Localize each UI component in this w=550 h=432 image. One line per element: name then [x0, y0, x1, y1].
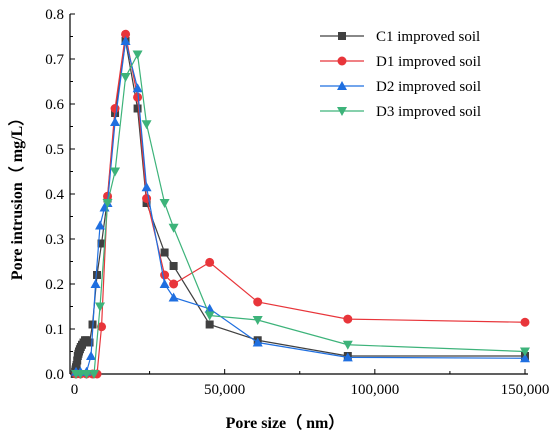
data-point	[120, 36, 131, 45]
legend-label: C1 improved soil	[376, 29, 480, 45]
series-4	[71, 50, 530, 379]
data-point	[85, 338, 94, 347]
data-point	[252, 337, 263, 347]
data-point	[132, 83, 143, 93]
legend-marker	[338, 32, 346, 40]
data-point	[520, 317, 530, 327]
x-tick-label: 50,000	[204, 382, 245, 398]
x-tick-label: 0	[71, 382, 79, 398]
data-point	[141, 182, 152, 192]
data-point	[168, 292, 179, 302]
data-point	[169, 262, 178, 270]
data-point	[160, 248, 169, 257]
legend-label: D3 improved soil	[376, 104, 481, 120]
data-point	[168, 223, 179, 233]
data-point	[110, 104, 120, 113]
data-point	[159, 199, 170, 208]
data-point	[95, 220, 106, 230]
data-point	[133, 104, 142, 113]
data-point	[97, 322, 107, 332]
data-point	[342, 352, 353, 362]
data-point	[120, 73, 131, 82]
y-tick-label: 0.5	[45, 142, 64, 158]
data-point	[169, 279, 179, 289]
legend-marker	[337, 81, 347, 90]
data-point	[86, 351, 97, 360]
data-point	[73, 356, 82, 365]
plot-area	[70, 29, 530, 379]
legend-item: D3 improved soil	[320, 104, 481, 120]
data-point	[342, 340, 353, 350]
legend-label: D2 improved soil	[376, 79, 481, 95]
series-line	[76, 52, 526, 375]
data-point	[102, 199, 113, 208]
y-tick-label: 0.2	[45, 277, 64, 293]
data-point	[110, 167, 121, 177]
legend-marker	[337, 56, 347, 66]
data-point	[141, 120, 152, 130]
data-point	[81, 370, 92, 379]
x-tick-label: 150,000	[501, 382, 550, 398]
y-tick-label: 0.4	[45, 187, 64, 203]
data-point	[90, 279, 101, 288]
data-point	[89, 370, 100, 379]
data-point	[159, 279, 170, 288]
legend-label: D1 improved soil	[376, 54, 481, 70]
y-tick-label: 0.7	[45, 52, 64, 68]
data-point	[133, 92, 143, 102]
data-point	[121, 29, 131, 39]
y-tick-label: 0.1	[45, 322, 64, 338]
data-point	[253, 297, 263, 307]
axes: 0.0 0.1 0.2 0.3 0.4 0.5 0.6 0.7 0.8 0 50,000 100,00…	[45, 7, 549, 398]
data-point	[160, 270, 170, 280]
y-tick-label: 0.0	[45, 367, 64, 383]
data-point	[110, 117, 121, 126]
y-tick-label: 0.8	[45, 7, 64, 23]
y-tick-label: 0.3	[45, 232, 64, 248]
x-tick-label: 100,000	[350, 382, 399, 398]
legend: C1 improved soil D1 improved soil D2 impro…	[320, 29, 481, 120]
data-point	[204, 311, 215, 321]
data-point	[72, 361, 81, 369]
data-point	[252, 316, 263, 325]
legend-item: D2 improved soil	[320, 79, 481, 95]
data-point	[95, 302, 106, 312]
y-axis-title: Pore intrusion（ mg/L）	[8, 110, 26, 280]
data-point	[519, 347, 530, 357]
x-axis-title: Pore size（ nm）	[226, 414, 345, 432]
data-point	[97, 239, 106, 248]
data-point	[205, 257, 215, 267]
data-point	[205, 320, 214, 329]
y-tick-label: 0.6	[45, 97, 64, 113]
data-point	[93, 271, 102, 279]
legend-item: D1 improved soil	[320, 54, 481, 70]
data-point	[343, 314, 353, 324]
data-point	[132, 50, 143, 60]
legend-item: C1 improved soil	[320, 29, 480, 45]
data-point	[519, 353, 530, 363]
legend-marker	[337, 107, 347, 116]
